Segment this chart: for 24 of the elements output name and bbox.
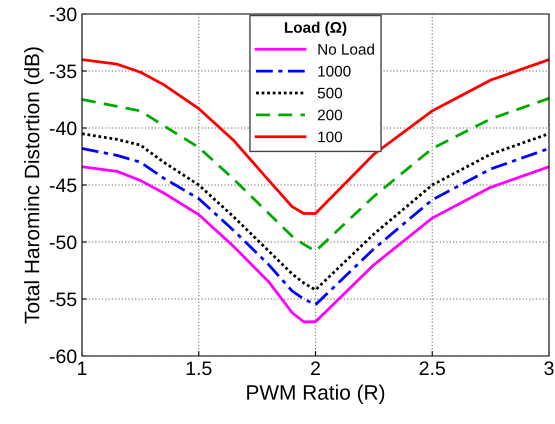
x-axis-title: PWM Ratio (R) — [247, 384, 384, 404]
line-series — [82, 96, 549, 253]
legend-label: 500 — [318, 88, 342, 99]
legend-label: 200 — [318, 110, 342, 120]
legend-title: Load (Ω) — [284, 22, 346, 36]
y-axis-title: Total Harominc Distortion (dB) — [24, 47, 44, 324]
legend-label: 100 — [318, 131, 342, 142]
y-tick-label: -30 — [50, 7, 76, 22]
x-tick-label: 2.5 — [420, 361, 445, 376]
x-tick-label: 1 — [78, 362, 86, 375]
legend-label: 1000 — [318, 66, 351, 77]
y-tick-label: -35 — [50, 64, 76, 78]
y-tick-label: -45 — [50, 178, 76, 192]
line-series — [82, 147, 549, 306]
y-tick-label: -55 — [50, 292, 76, 306]
y-tick-label: -50 — [50, 235, 76, 250]
x-tick-label: 1.5 — [186, 362, 212, 376]
line-series — [82, 58, 549, 215]
legend-label: No Load — [318, 44, 374, 55]
x-tick-label: 2 — [311, 361, 320, 375]
x-tick-label: 3 — [544, 361, 554, 376]
y-tick-label: -40 — [50, 121, 76, 136]
y-tick-label: -60 — [50, 349, 76, 364]
line-series — [82, 165, 549, 324]
